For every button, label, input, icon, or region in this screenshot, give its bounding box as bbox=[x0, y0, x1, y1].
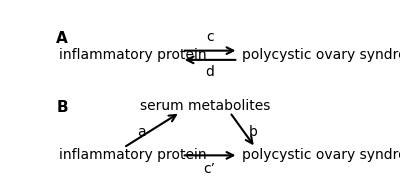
Text: B: B bbox=[56, 100, 68, 115]
Text: polycystic ovary syndrome: polycystic ovary syndrome bbox=[242, 148, 400, 162]
Text: inflammatory protein: inflammatory protein bbox=[59, 48, 207, 62]
Text: A: A bbox=[56, 31, 68, 46]
Text: inflammatory protein: inflammatory protein bbox=[59, 148, 207, 162]
Text: b: b bbox=[249, 125, 258, 139]
Text: a: a bbox=[137, 125, 146, 139]
Text: serum metabolites: serum metabolites bbox=[140, 99, 270, 113]
Text: c: c bbox=[206, 31, 214, 45]
Text: d: d bbox=[205, 65, 214, 79]
Text: c’: c’ bbox=[204, 162, 216, 176]
Text: polycystic ovary syndrome: polycystic ovary syndrome bbox=[242, 48, 400, 62]
